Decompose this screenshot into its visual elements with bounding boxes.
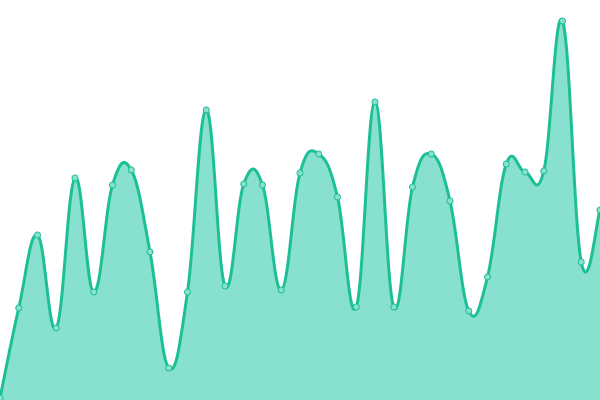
data-point (427, 150, 435, 158)
data-point (446, 197, 454, 205)
data-point (52, 324, 60, 332)
data-point (390, 303, 398, 311)
data-point (315, 150, 323, 158)
data-point (146, 248, 154, 256)
data-point (221, 282, 229, 290)
data-point (559, 17, 566, 25)
data-point (90, 288, 98, 296)
data-point (334, 193, 341, 201)
data-point (465, 307, 473, 315)
data-point (277, 286, 285, 294)
data-point (484, 273, 491, 281)
data-point (202, 106, 210, 114)
data-markers (0, 17, 600, 400)
data-point (184, 288, 191, 296)
data-point (127, 166, 135, 174)
area-fill (0, 19, 600, 400)
data-point (109, 181, 116, 189)
data-point (165, 364, 173, 372)
data-point (34, 231, 41, 239)
data-point (240, 180, 248, 188)
data-point (577, 258, 585, 266)
data-point (15, 304, 23, 312)
data-point (521, 168, 529, 176)
data-point (352, 303, 360, 311)
data-point (0, 394, 4, 400)
data-point (259, 181, 266, 189)
data-point (71, 174, 79, 182)
data-point (409, 183, 416, 191)
data-point (296, 169, 304, 177)
data-point (540, 167, 548, 175)
data-point (596, 206, 600, 214)
data-point (502, 160, 510, 168)
data-point (371, 98, 379, 106)
